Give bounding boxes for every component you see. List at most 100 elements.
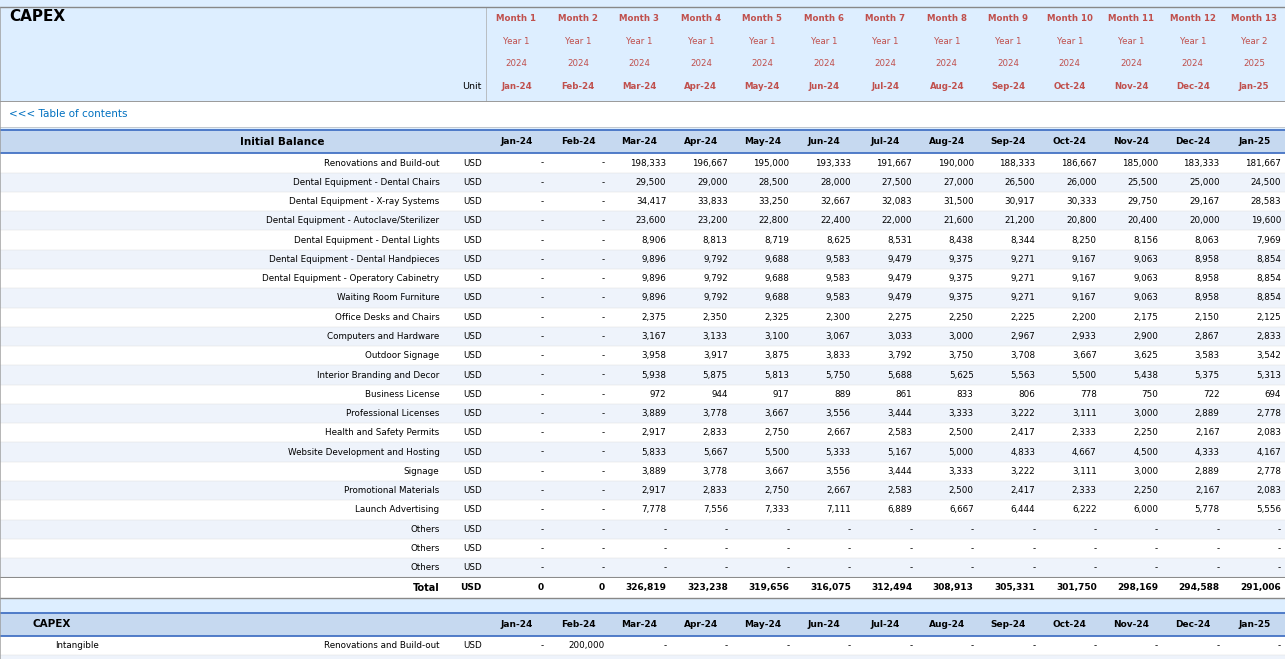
Text: Month 4: Month 4	[681, 14, 721, 24]
Text: -: -	[540, 255, 544, 264]
Text: 2024: 2024	[997, 59, 1019, 69]
Text: 5,778: 5,778	[1195, 505, 1219, 515]
Text: -: -	[601, 505, 605, 515]
Text: USD: USD	[463, 447, 482, 457]
Text: Initial Balance: Initial Balance	[240, 136, 325, 147]
Text: 5,625: 5,625	[948, 370, 974, 380]
Bar	[0, 7, 1285, 101]
Text: -: -	[601, 178, 605, 186]
Text: 2,967: 2,967	[1010, 332, 1036, 341]
Text: USD: USD	[463, 274, 482, 283]
Text: Jun-24: Jun-24	[807, 137, 840, 146]
Text: -: -	[540, 389, 544, 399]
Text: 5,833: 5,833	[641, 447, 667, 457]
Text: 9,375: 9,375	[948, 255, 974, 264]
Text: Others: Others	[410, 544, 439, 553]
Text: 9,271: 9,271	[1010, 293, 1036, 302]
Text: Jan-25: Jan-25	[1239, 619, 1271, 629]
Text: Business License: Business License	[365, 389, 439, 399]
Text: 190,000: 190,000	[938, 159, 974, 167]
Text: -: -	[1217, 525, 1219, 534]
Text: 9,583: 9,583	[826, 293, 851, 302]
Text: 3,000: 3,000	[1133, 409, 1158, 418]
Text: 0: 0	[537, 583, 544, 592]
Text: Month 7: Month 7	[865, 14, 906, 24]
Text: -: -	[848, 563, 851, 572]
Text: 9,167: 9,167	[1072, 293, 1096, 302]
Text: -: -	[1279, 563, 1281, 572]
Text: 5,688: 5,688	[887, 370, 912, 380]
Text: -: -	[970, 563, 974, 572]
Text: May-24: May-24	[744, 137, 781, 146]
Text: 200,000: 200,000	[568, 641, 605, 650]
Text: 20,400: 20,400	[1128, 216, 1158, 225]
Text: 2,933: 2,933	[1072, 332, 1096, 341]
Bar	[0, 212, 1285, 231]
Text: -: -	[540, 274, 544, 283]
Bar	[0, 308, 1285, 327]
Text: -: -	[1155, 563, 1158, 572]
Text: 2,300: 2,300	[826, 313, 851, 322]
Text: -: -	[786, 525, 789, 534]
Text: Sep-24: Sep-24	[991, 137, 1025, 146]
Text: -: -	[540, 486, 544, 495]
Text: 3,667: 3,667	[765, 467, 789, 476]
Text: -: -	[601, 197, 605, 206]
Text: 196,667: 196,667	[693, 159, 727, 167]
Text: -: -	[970, 544, 974, 553]
Bar	[0, 130, 1285, 154]
Text: -: -	[1094, 525, 1096, 534]
Text: 8,958: 8,958	[1195, 274, 1219, 283]
Bar	[0, 269, 1285, 288]
Text: Sep-24: Sep-24	[991, 82, 1025, 91]
Text: USD: USD	[463, 313, 482, 322]
Text: 3,778: 3,778	[703, 467, 727, 476]
Text: 8,958: 8,958	[1195, 293, 1219, 302]
Text: Dec-24: Dec-24	[1174, 137, 1210, 146]
Text: Jun-24: Jun-24	[807, 619, 840, 629]
Text: -: -	[725, 544, 727, 553]
Text: 3,667: 3,667	[765, 409, 789, 418]
Bar	[0, 577, 1285, 598]
Text: 316,075: 316,075	[810, 583, 851, 592]
Text: Dec-24: Dec-24	[1174, 619, 1210, 629]
Text: 9,896: 9,896	[641, 255, 667, 264]
Text: Feb-24: Feb-24	[562, 82, 595, 91]
Text: Year 1: Year 1	[626, 37, 653, 46]
Text: 22,000: 22,000	[882, 216, 912, 225]
Text: Others: Others	[410, 525, 439, 534]
Text: 5,938: 5,938	[641, 370, 667, 380]
Text: 2,250: 2,250	[948, 313, 974, 322]
Text: 4,333: 4,333	[1195, 447, 1219, 457]
Text: 8,156: 8,156	[1133, 236, 1158, 244]
Bar	[0, 385, 1285, 404]
Text: 2,275: 2,275	[888, 313, 912, 322]
Text: 3,222: 3,222	[1010, 409, 1036, 418]
Text: Office Desks and Chairs: Office Desks and Chairs	[334, 313, 439, 322]
Text: 3,778: 3,778	[703, 409, 727, 418]
Text: 3,133: 3,133	[703, 332, 727, 341]
Text: 195,000: 195,000	[753, 159, 789, 167]
Bar	[0, 250, 1285, 269]
Text: USD: USD	[463, 563, 482, 572]
Text: Sep-24: Sep-24	[991, 619, 1025, 629]
Text: 2,083: 2,083	[1257, 428, 1281, 438]
Text: -: -	[540, 544, 544, 553]
Text: Intangible: Intangible	[55, 641, 99, 650]
Text: 8,854: 8,854	[1257, 274, 1281, 283]
Text: 9,479: 9,479	[888, 293, 912, 302]
Text: 23,600: 23,600	[636, 216, 667, 225]
Text: 30,917: 30,917	[1005, 197, 1036, 206]
Text: Year 1: Year 1	[1180, 37, 1207, 46]
Text: Month 13: Month 13	[1231, 14, 1277, 24]
Text: USD: USD	[463, 486, 482, 495]
Text: 24,500: 24,500	[1250, 178, 1281, 186]
Bar	[0, 288, 1285, 308]
Bar	[0, 231, 1285, 250]
Text: 917: 917	[772, 389, 789, 399]
Text: CAPEX: CAPEX	[32, 619, 71, 629]
Text: -: -	[540, 216, 544, 225]
Text: 28,583: 28,583	[1250, 197, 1281, 206]
Text: 5,563: 5,563	[1010, 370, 1036, 380]
Text: -: -	[848, 641, 851, 650]
